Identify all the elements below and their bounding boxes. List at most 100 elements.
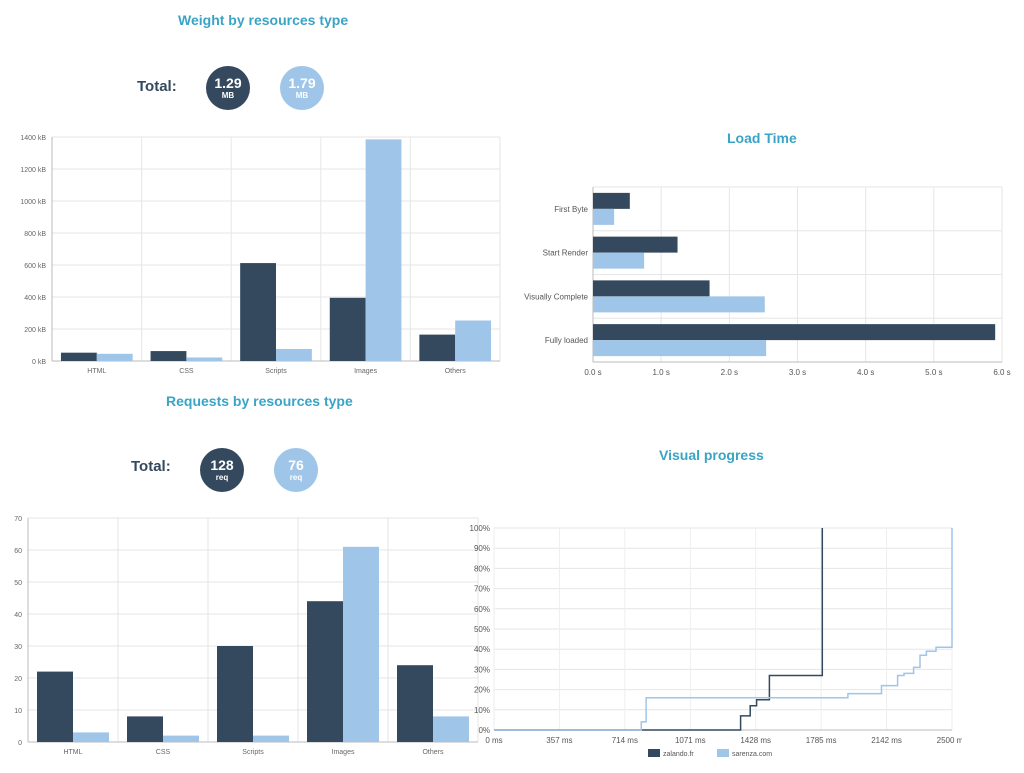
requests-total-site-b-unit: req [289,473,303,482]
requests-total-site-a-unit: req [215,473,229,482]
x-tick-label: CSS [179,368,194,375]
x-tick-label: 357 ms [546,736,572,745]
y-tick-label: 60% [474,605,490,614]
load-time-bar-chart: 0.0 s 1.0 s 2.0 s 3.0 s 4.0 s 5.0 s 6.0 s First… [524,186,1011,377]
bar [593,192,630,209]
x-tick-label: HTML [63,749,82,756]
y-tick-label: Fully loaded [545,336,588,345]
y-tick-label: 20 [14,676,22,683]
y-tick-label: 0 kB [32,359,46,366]
y-tick-label: 1000 kB [20,199,46,206]
legend-swatch [648,749,660,757]
weight-title: Weight by resources type [178,12,349,28]
x-tick-label: Images [354,368,377,375]
y-tick-label: 60 [14,548,22,555]
series-line [494,528,824,731]
x-tick-label: 4.0 s [857,368,874,377]
weight-total-site-b-unit: MB [295,91,309,100]
bar [127,716,163,742]
requests-total-site-b-badge: 76 req [274,448,318,492]
weight-total-label: Total: [137,78,177,95]
weight-total-site-a-badge: 1.29 MB [206,66,250,110]
bar [593,252,645,269]
requests-total-site-b-value: 76 [288,457,304,473]
x-tick-label: 1428 ms [740,736,771,745]
bar [593,236,678,253]
x-tick-label: HTML [87,368,106,375]
series-line [494,528,953,731]
y-tick-label: 30% [474,665,490,674]
bar [253,735,289,742]
bar [397,665,433,742]
x-tick-label: 2.0 s [721,368,738,377]
bar [163,735,199,742]
x-tick-label: 1785 ms [806,736,837,745]
y-tick-label: 40 [14,612,22,619]
weight-total-site-a-unit: MB [221,91,235,100]
legend-swatch [717,749,729,757]
load-time-title: Load Time [727,130,797,146]
requests-total-label: Total: [131,458,171,475]
bar [329,297,366,361]
bar [307,601,343,742]
x-tick-label: Others [422,749,444,756]
x-tick-label: Others [445,368,467,375]
y-tick-label: 50% [474,625,490,634]
y-tick-label: 70% [474,585,490,594]
y-tick-label: 0 [18,740,22,747]
bar [593,324,996,341]
requests-total-site-a-badge: 128 req [200,448,244,492]
bar [217,646,253,742]
y-tick-label: Start Render [543,249,589,258]
x-tick-label: 1071 ms [675,736,706,745]
legend-label: zalando.fr [663,751,694,758]
x-tick-label: CSS [156,749,171,756]
x-tick-label: Scripts [265,368,287,375]
bar [37,671,73,742]
weight-total-site-a-value: 1.29 [214,75,242,91]
bar [343,546,379,742]
bar [593,296,765,313]
x-tick-label: 6.0 s [993,368,1010,377]
bar [593,340,767,357]
y-tick-label: 200 kB [24,327,46,334]
x-tick-label: Images [332,749,355,756]
y-tick-label: 1200 kB [20,167,46,174]
bar [186,357,223,361]
y-tick-label: 90% [474,544,490,553]
bar [593,208,615,225]
x-tick-label: 1.0 s [652,368,669,377]
requests-total-site-a-value: 128 [210,457,234,473]
y-tick-label: First Byte [554,205,588,214]
y-tick-label: Visually Complete [524,292,588,301]
x-tick-label: 2500 ms [937,736,962,745]
y-tick-label: 80% [474,564,490,573]
bar [60,352,97,361]
bar [96,353,133,361]
bar [455,320,492,361]
y-tick-label: 30 [14,644,22,651]
visual-progress-title: Visual progress [659,447,764,463]
bar [276,349,312,361]
weight-bar-chart: 0 kB 200 kB 400 kB 600 kB 800 kB 1000 kB 1200 … [20,135,501,375]
x-tick-label: 714 ms [612,736,638,745]
y-tick-label: 50 [14,580,22,587]
x-tick-label: 5.0 s [925,368,942,377]
y-tick-label: 100% [470,524,490,533]
legend-label: sarenza.com [732,751,772,758]
x-tick-label: 0.0 s [584,368,601,377]
requests-bar-chart: 0 10 20 30 40 50 60 70 HTML CSS Scripts Images Other… [14,516,479,756]
bar [365,139,402,361]
y-tick-label: 0% [478,726,490,735]
bar [419,334,456,361]
x-tick-label: 0 ms [485,736,502,745]
y-tick-label: 70 [14,516,22,523]
x-tick-label: 3.0 s [789,368,806,377]
visual-progress-line-chart: 0% 10% 20% 30% 40% 50% 60% 70% 80% 90% 100% 0 ms 357… [470,524,962,758]
x-tick-label: 2142 ms [871,736,902,745]
bar [240,263,276,361]
bar [593,280,710,297]
bar [150,351,187,361]
weight-total-site-b-value: 1.79 [288,75,316,91]
y-tick-label: 20% [474,686,490,695]
